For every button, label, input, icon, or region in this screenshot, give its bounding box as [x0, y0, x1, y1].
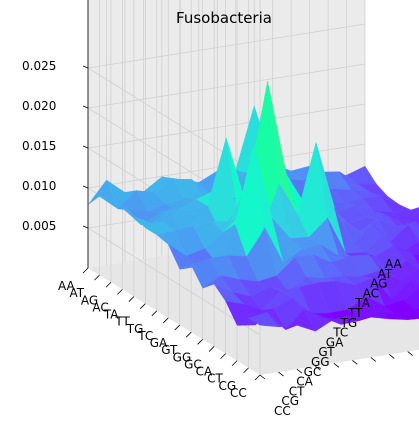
z-axis-ticks: 0.005 0.010 0.015 0.020 0.025 [22, 59, 89, 233]
surface-cell [392, 207, 419, 226]
chart-title: Fusobacteria [176, 9, 272, 27]
x-tick-mark [185, 331, 192, 338]
surface-mesh [87, 81, 419, 332]
x-tick-mark [162, 317, 169, 324]
x-tick-mark [82, 267, 89, 274]
z-tick-label: 0.010 [22, 179, 56, 193]
x-tick-mark [254, 374, 261, 381]
surface-cell [396, 221, 419, 230]
y-tick-mark [259, 374, 266, 380]
y-tick-mark [333, 362, 340, 368]
z-tick-mark [82, 185, 89, 189]
y-tick-label: CG [281, 394, 299, 408]
z-tick-label: 0.020 [22, 99, 56, 113]
y-tick-mark [315, 365, 321, 371]
surface-cell [405, 261, 419, 272]
z-tick-label: 0.025 [22, 59, 56, 73]
y-tick-mark [407, 351, 413, 356]
x-tick-label: TT [114, 315, 130, 329]
y-tick-label: TC [332, 326, 348, 340]
x-tick-mark [231, 360, 238, 367]
z-tick-label: 0.015 [22, 139, 56, 153]
x-tick-mark [208, 346, 215, 352]
y-tick-mark [389, 354, 395, 359]
x-tick-label: CG [219, 379, 237, 393]
y-tick-label: CT [289, 384, 305, 398]
y-tick-label: TG [340, 316, 358, 330]
surface-cell [412, 253, 419, 265]
grid-line [87, 23, 366, 69]
x-tick-mark [197, 339, 203, 345]
surface-cell [398, 269, 419, 283]
grid-line [87, 63, 366, 109]
grid-line [87, 103, 366, 149]
y-tick-label: CA [296, 375, 313, 389]
x-tick-label: GT [161, 343, 178, 357]
z-tick-label: 0.005 [22, 219, 56, 233]
surface-cell [395, 309, 419, 320]
y-tick-label: CC [274, 404, 291, 418]
x-tick-mark [151, 310, 158, 317]
z-tick-mark [82, 105, 89, 109]
surface-cell [391, 280, 419, 301]
x-tick-label: TG [126, 322, 144, 336]
x-tick-mark [117, 289, 123, 295]
x-tick-label: AA [58, 279, 76, 293]
x-tick-label: CA [196, 365, 213, 379]
x-tick-mark [243, 367, 249, 374]
grid-line [87, 227, 261, 336]
y-tick-label: AC [363, 286, 379, 300]
y-tick-mark [296, 368, 303, 374]
x-tick-mark [94, 274, 100, 281]
z-tick-mark [82, 145, 89, 149]
y-tick-mark [352, 360, 358, 365]
x-tick-label: AT [69, 286, 84, 300]
y-tick-label: AA [385, 257, 403, 271]
x-tick-mark [105, 281, 112, 288]
x-tick-label: TA [103, 308, 119, 322]
x-tick-label: GA [150, 336, 168, 350]
x-tick-label: CC [230, 386, 247, 400]
surface-cell [415, 221, 419, 226]
x-tick-label: AC [92, 300, 108, 314]
y-tick-label: GG [311, 355, 330, 369]
z-tick-mark [82, 225, 89, 229]
surface-cell [403, 288, 419, 310]
y-tick-label: GA [326, 335, 344, 349]
y-tick-label: GC [304, 365, 322, 379]
x-tick-label: CT [207, 372, 223, 386]
x-tick-label: AG [81, 293, 98, 307]
y-tick-label: GT [318, 345, 335, 359]
x-tick-mark [140, 303, 146, 309]
z-tick-mark [82, 65, 89, 69]
surface-cell [414, 308, 419, 313]
x-tick-label: TC [137, 329, 153, 343]
x-tick-mark [128, 296, 135, 302]
y-tick-mark [278, 371, 284, 377]
x-tick-label: GC [184, 357, 202, 371]
y-tick-label: TT [347, 306, 363, 320]
surface-cell [393, 244, 419, 271]
y-tick-mark [370, 357, 377, 362]
x-tick-label: GG [173, 350, 192, 364]
x-tick-mark [220, 353, 226, 359]
y-tick-label: AG [370, 277, 387, 291]
x-tick-mark [174, 324, 181, 331]
surface-cell [408, 223, 419, 240]
surface-cell [410, 280, 419, 286]
y-tick-label: AT [378, 267, 393, 281]
y-tick-label: TA [354, 296, 370, 310]
